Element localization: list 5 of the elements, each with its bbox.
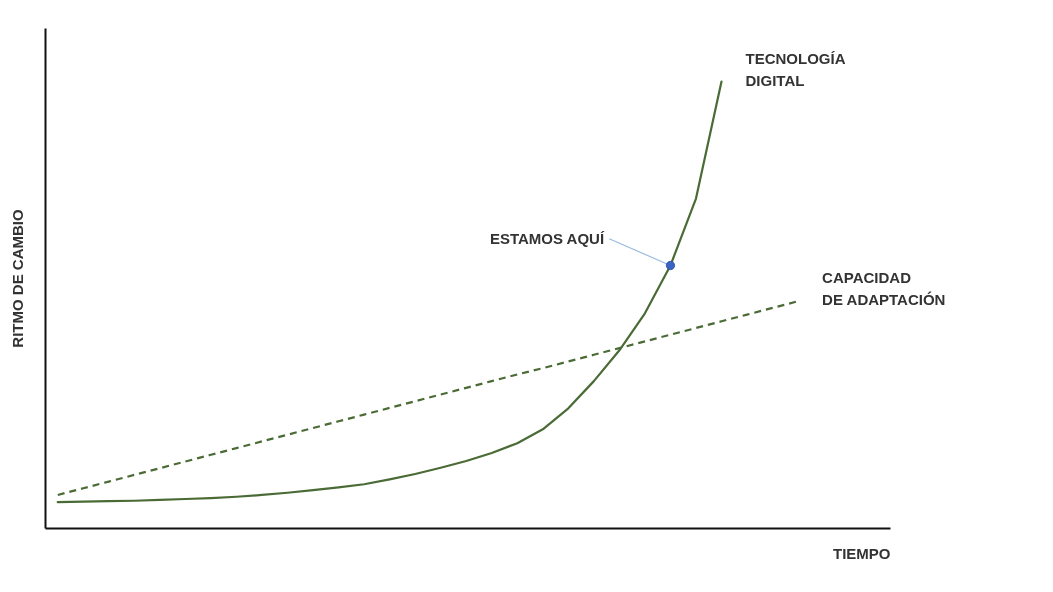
y-axis-title: RITMO DE CAMBIO — [8, 209, 26, 348]
series-label: TECNOLOGÍA DIGITAL — [745, 49, 846, 89]
annotation: ESTAMOS AQUÍ — [489, 229, 605, 247]
series-label: CAPACIDAD DE ADAPTACIÓN — [822, 269, 946, 309]
x-axis-title: TIEMPO — [832, 544, 891, 562]
